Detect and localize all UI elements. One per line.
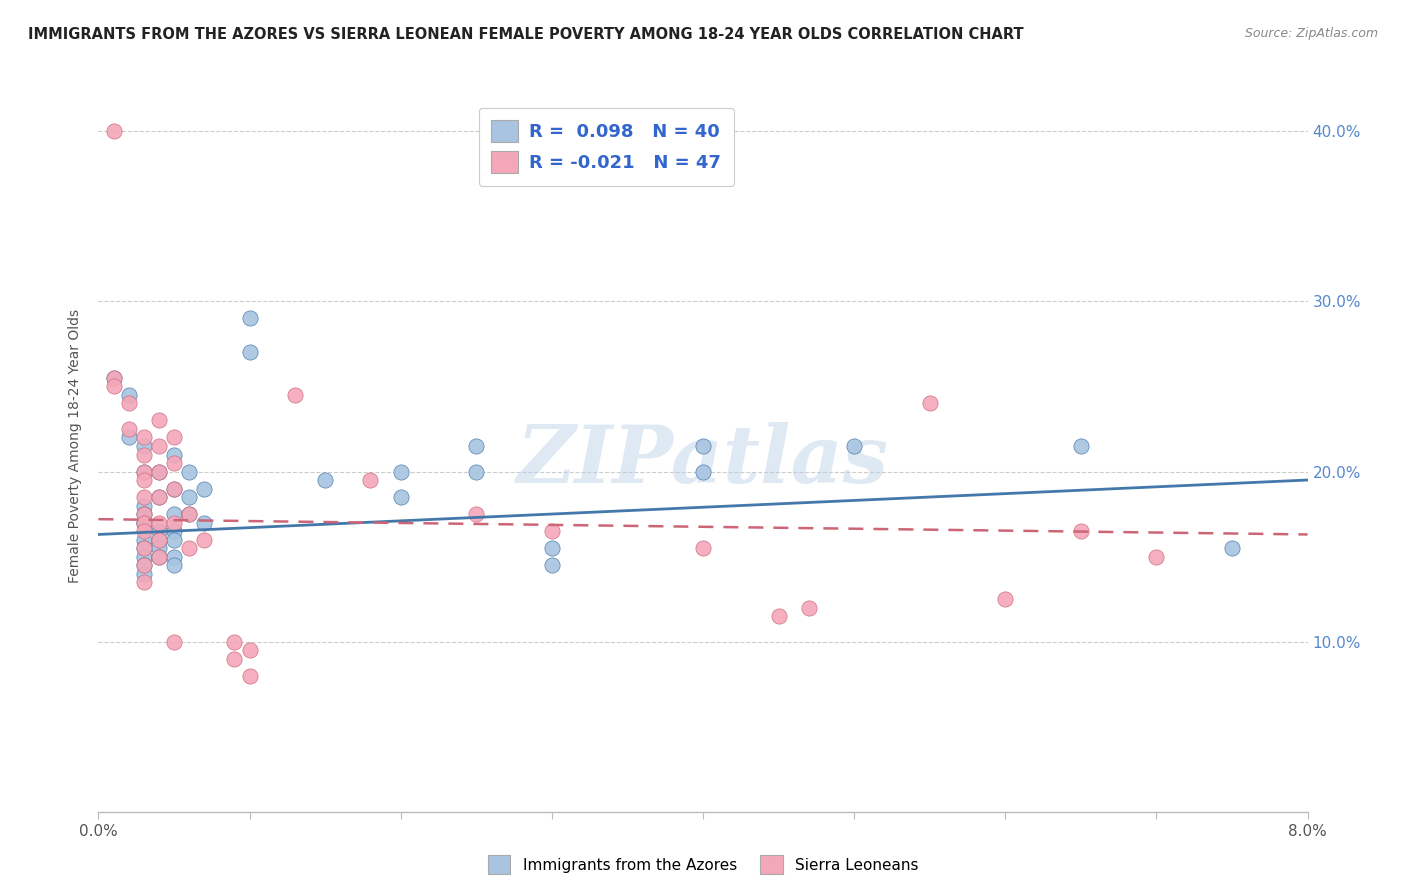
Point bbox=[179, 465, 201, 479]
Point bbox=[844, 439, 866, 453]
Point bbox=[163, 516, 186, 530]
Point bbox=[103, 124, 125, 138]
Point bbox=[284, 388, 307, 402]
Point bbox=[1070, 439, 1092, 453]
Point bbox=[314, 473, 336, 487]
Point bbox=[148, 533, 170, 547]
Point bbox=[918, 396, 941, 410]
Point bbox=[360, 473, 382, 487]
Point bbox=[132, 516, 155, 530]
Point bbox=[224, 651, 246, 665]
Point bbox=[389, 490, 412, 504]
Point bbox=[118, 430, 141, 444]
Point bbox=[239, 345, 262, 359]
Point bbox=[179, 541, 201, 555]
Point bbox=[148, 541, 170, 555]
Point bbox=[768, 609, 790, 624]
Point bbox=[132, 566, 155, 581]
Point bbox=[163, 634, 186, 648]
Point bbox=[148, 533, 170, 547]
Point bbox=[179, 507, 201, 521]
Point bbox=[239, 311, 262, 326]
Point bbox=[224, 634, 246, 648]
Point bbox=[132, 465, 155, 479]
Point bbox=[103, 371, 125, 385]
Text: IMMIGRANTS FROM THE AZORES VS SIERRA LEONEAN FEMALE POVERTY AMONG 18-24 YEAR OLD: IMMIGRANTS FROM THE AZORES VS SIERRA LEO… bbox=[28, 27, 1024, 42]
Y-axis label: Female Poverty Among 18-24 Year Olds: Female Poverty Among 18-24 Year Olds bbox=[69, 309, 83, 583]
Point bbox=[163, 533, 186, 547]
Point bbox=[540, 558, 562, 572]
Point bbox=[103, 379, 125, 393]
Point bbox=[1220, 541, 1243, 555]
Point bbox=[132, 430, 155, 444]
Point bbox=[465, 439, 488, 453]
Point bbox=[132, 516, 155, 530]
Point bbox=[118, 422, 141, 436]
Point bbox=[179, 507, 201, 521]
Point bbox=[132, 507, 155, 521]
Point bbox=[148, 549, 170, 564]
Point bbox=[132, 541, 155, 555]
Point bbox=[118, 396, 141, 410]
Point bbox=[148, 413, 170, 427]
Point bbox=[692, 465, 714, 479]
Point bbox=[540, 524, 562, 538]
Text: Source: ZipAtlas.com: Source: ZipAtlas.com bbox=[1244, 27, 1378, 40]
Point bbox=[118, 388, 141, 402]
Point bbox=[163, 482, 186, 496]
Point bbox=[132, 549, 155, 564]
Point bbox=[132, 473, 155, 487]
Legend: Immigrants from the Azores, Sierra Leoneans: Immigrants from the Azores, Sierra Leone… bbox=[481, 849, 925, 880]
Legend: R =  0.098   N = 40, R = -0.021   N = 47: R = 0.098 N = 40, R = -0.021 N = 47 bbox=[478, 108, 734, 186]
Point bbox=[132, 448, 155, 462]
Point bbox=[692, 439, 714, 453]
Point bbox=[132, 439, 155, 453]
Point bbox=[797, 600, 820, 615]
Point bbox=[465, 465, 488, 479]
Point bbox=[163, 430, 186, 444]
Point bbox=[148, 516, 170, 530]
Point bbox=[163, 524, 186, 538]
Point bbox=[148, 549, 170, 564]
Point bbox=[132, 558, 155, 572]
Point bbox=[132, 490, 155, 504]
Point bbox=[179, 490, 201, 504]
Point bbox=[132, 533, 155, 547]
Point bbox=[163, 456, 186, 470]
Point bbox=[148, 524, 170, 538]
Point bbox=[148, 490, 170, 504]
Point bbox=[163, 558, 186, 572]
Point bbox=[692, 541, 714, 555]
Text: ZIPatlas: ZIPatlas bbox=[517, 422, 889, 500]
Point bbox=[540, 541, 562, 555]
Point bbox=[1070, 524, 1092, 538]
Point bbox=[132, 575, 155, 590]
Point bbox=[132, 465, 155, 479]
Point bbox=[132, 499, 155, 513]
Point bbox=[1146, 549, 1168, 564]
Point bbox=[132, 558, 155, 572]
Point bbox=[465, 507, 488, 521]
Point bbox=[193, 516, 215, 530]
Point bbox=[132, 541, 155, 555]
Point bbox=[163, 482, 186, 496]
Point bbox=[148, 465, 170, 479]
Point bbox=[103, 371, 125, 385]
Point bbox=[994, 592, 1017, 607]
Point bbox=[163, 448, 186, 462]
Point bbox=[389, 465, 412, 479]
Point bbox=[148, 465, 170, 479]
Point bbox=[239, 668, 262, 682]
Point bbox=[239, 643, 262, 657]
Point bbox=[148, 439, 170, 453]
Point bbox=[132, 507, 155, 521]
Point bbox=[193, 482, 215, 496]
Point bbox=[132, 516, 155, 530]
Point bbox=[163, 549, 186, 564]
Point bbox=[148, 490, 170, 504]
Point bbox=[132, 524, 155, 538]
Point bbox=[163, 507, 186, 521]
Point bbox=[193, 533, 215, 547]
